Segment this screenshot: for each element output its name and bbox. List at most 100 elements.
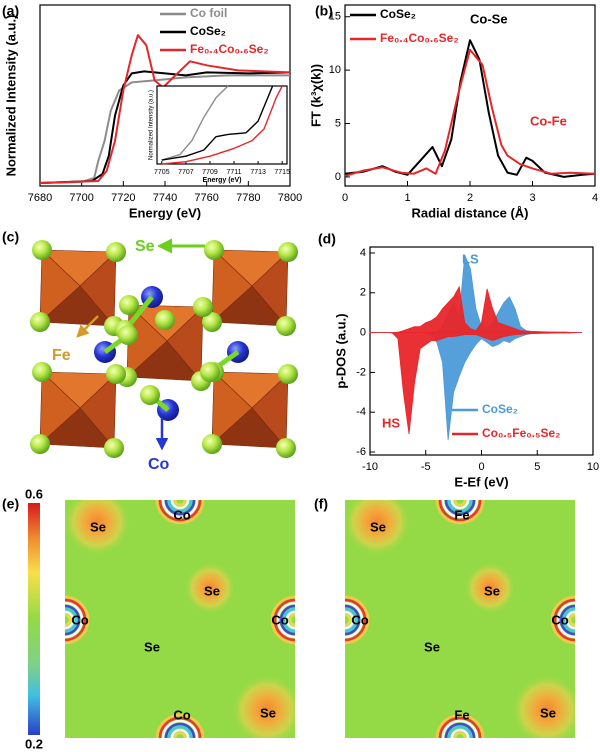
data-line — [161, 85, 283, 165]
x-axis-label: E-Ef (eV) — [454, 474, 508, 489]
colorbar-label: 0.6 — [25, 486, 43, 501]
charge-ring — [441, 500, 479, 519]
charge-spot — [464, 562, 516, 614]
inset-y-label: Normalized Intensity (a.u.) — [149, 90, 155, 160]
charge-ring — [565, 610, 575, 630]
arrow — [76, 315, 99, 338]
panel-label: (a) — [2, 3, 19, 19]
charge-ring — [65, 613, 72, 627]
charge-ring — [435, 500, 485, 525]
x-tick-label: 2 — [467, 192, 473, 204]
charge-ring — [559, 604, 575, 636]
atom-label: Co — [148, 456, 170, 473]
y-tick-label: 15 — [329, 11, 341, 23]
x-tick-label: 7680 — [28, 192, 52, 204]
se-atom — [155, 310, 175, 330]
legend-label: CoSe₂ — [380, 7, 416, 21]
charge-ring — [345, 613, 352, 627]
data-line — [39, 70, 291, 184]
panel-label: (c) — [2, 229, 19, 245]
x-tick-label: 5 — [534, 461, 540, 473]
y-axis-label: FT (k³χ(k)) — [308, 64, 323, 127]
dos-area — [369, 332, 582, 435]
atom-label: Co — [71, 612, 88, 627]
charge-ring — [562, 607, 575, 633]
charge-ring — [282, 607, 295, 633]
annotation: Co-Se — [470, 11, 508, 26]
charge-ring — [173, 731, 187, 738]
charge-ring — [435, 713, 485, 738]
charge-spot — [231, 674, 295, 738]
charge-ring — [167, 725, 193, 738]
atom-label: Se — [144, 639, 160, 654]
x-tick-label: 7800 — [278, 192, 302, 204]
charge-ring — [65, 607, 78, 633]
atom-label: Fe — [52, 347, 71, 364]
charge-ring — [158, 716, 202, 738]
charge-ring — [444, 500, 476, 516]
x-tick-label: 0 — [478, 461, 484, 473]
atom-label: Se — [90, 519, 106, 534]
se-atom — [32, 240, 52, 260]
charge-ring — [438, 500, 482, 522]
panel-label: (d) — [318, 231, 336, 247]
y-tick-label: 0 — [335, 171, 341, 183]
se-atom — [140, 385, 160, 405]
tetrahedron-face — [39, 249, 81, 323]
x-tick-label: 7713 — [250, 169, 266, 176]
charge-ring — [167, 500, 193, 513]
atom-label: Se — [135, 238, 155, 255]
charge-ring — [345, 598, 367, 642]
x-tick-label: 7760 — [194, 192, 218, 204]
charge-ring — [65, 598, 87, 642]
se-atom — [30, 312, 50, 332]
charge-ring — [453, 500, 467, 507]
atom-label: Co — [173, 707, 190, 722]
se-atom — [278, 242, 298, 262]
y-axis-label: p-DOS (a.u.) — [333, 313, 348, 388]
se-atom — [202, 312, 222, 332]
charge-ring — [164, 722, 196, 738]
data-line — [161, 85, 229, 161]
charge-ring — [270, 595, 295, 645]
charge-ring — [450, 500, 470, 510]
charge-ring — [345, 595, 370, 645]
x-tick-label: 7715 — [274, 169, 290, 176]
y-tick-label: 10 — [329, 64, 341, 76]
charge-ring — [453, 731, 467, 738]
colorbar — [28, 503, 40, 735]
charge-spot — [65, 500, 131, 556]
legend-label: CoSe₂ — [482, 402, 518, 416]
data-line — [39, 74, 290, 184]
charge-ring — [438, 716, 482, 738]
x-tick-label: -10 — [362, 461, 378, 473]
panel-label: (f) — [314, 496, 328, 512]
se-atom — [202, 434, 222, 454]
x-tick-label: 7705 — [154, 169, 170, 176]
se-atom — [106, 364, 126, 384]
atom-label: Co — [551, 612, 568, 627]
atom-label: Se — [260, 705, 276, 720]
se-atom — [278, 364, 298, 384]
se-atom — [104, 438, 124, 458]
data-line — [344, 48, 596, 177]
charge-ring — [164, 500, 196, 516]
charge-spot — [511, 674, 575, 738]
charge-ring — [170, 728, 190, 738]
atom-label: Co — [271, 612, 288, 627]
atom-label: Fe — [454, 507, 469, 522]
x-tick-label: 7720 — [111, 192, 135, 204]
panel-label: (b) — [315, 3, 333, 19]
atom-label: Co — [351, 612, 368, 627]
charge-ring — [568, 613, 575, 627]
charge-ring — [345, 604, 361, 636]
legend-label: Co₀.₅Fe₀.₅Se₂ — [482, 426, 561, 440]
charge-ring — [161, 719, 199, 738]
se-atom — [204, 240, 224, 260]
charge-ring — [345, 610, 355, 630]
colorbar-label: 0.2 — [25, 736, 43, 751]
charge-spot — [184, 562, 236, 614]
x-tick-label: 7709 — [202, 169, 218, 176]
